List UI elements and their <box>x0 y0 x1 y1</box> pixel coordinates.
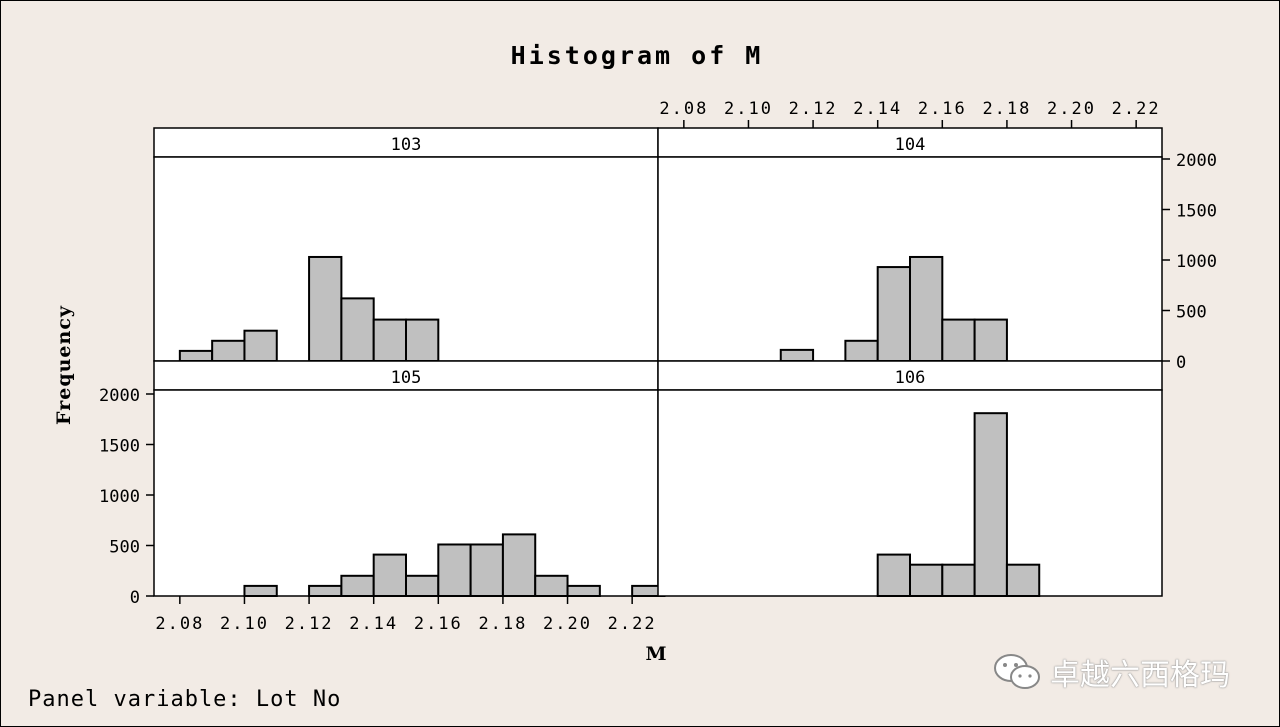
histogram-bar <box>941 563 976 598</box>
y-tick-label: 0 <box>130 588 140 608</box>
x-tick-label: 2.22 <box>1112 99 1161 119</box>
x-tick-label: 2.14 <box>853 99 902 119</box>
y-tick-label: 0 <box>1176 353 1186 373</box>
histogram-bar <box>243 329 278 363</box>
histogram-bar <box>779 348 815 363</box>
x-tick-label: 2.18 <box>478 614 527 634</box>
histogram-bar <box>876 553 912 598</box>
y-tick-label: 500 <box>109 538 140 558</box>
histogram-bar <box>340 297 375 363</box>
x-tick-label: 2.20 <box>543 614 592 634</box>
histogram-bar <box>405 574 440 597</box>
x-tick-label: 2.14 <box>349 614 398 634</box>
panel-label: 105 <box>391 368 422 388</box>
watermark-text: 卓越六西格玛 <box>1050 658 1230 693</box>
x-tick-label: 2.16 <box>918 99 967 119</box>
histogram-bar <box>501 533 537 598</box>
y-tick-label: 1500 <box>1176 202 1217 222</box>
x-tick-label: 2.08 <box>659 99 708 119</box>
histogram-bar <box>534 574 569 597</box>
y-axis-label: Frequency <box>53 305 75 425</box>
histogram-bar <box>566 584 601 598</box>
watermark: 卓越六西格玛 <box>992 650 1230 694</box>
x-tick-label: 2.20 <box>1047 99 1096 119</box>
histogram-bar <box>211 339 246 362</box>
chart-title: Histogram of M <box>511 41 764 70</box>
x-axis-label: M <box>645 643 666 665</box>
x-tick-label: 2.22 <box>608 614 657 634</box>
histogram-bar <box>876 266 912 363</box>
x-tick-label: 2.10 <box>724 99 773 119</box>
x-tick-label: 2.10 <box>220 614 269 634</box>
histogram-bar <box>308 584 343 598</box>
x-tick-label: 2.18 <box>982 99 1031 119</box>
x-tick-label: 2.08 <box>155 614 204 634</box>
histogram-bar <box>178 349 214 362</box>
histogram-bar <box>941 318 976 362</box>
histogram-bar <box>909 563 944 598</box>
panel-label: 104 <box>895 135 926 155</box>
wechat-icon <box>994 654 1040 689</box>
y-tick-label: 2000 <box>1176 151 1217 171</box>
y-tick-label: 2000 <box>99 386 140 406</box>
histogram-bar <box>844 339 879 362</box>
histogram-bar <box>909 255 944 362</box>
panel-strip <box>657 360 1163 391</box>
y-tick-label: 1000 <box>99 487 140 507</box>
histogram-bar <box>405 318 440 362</box>
histogram-bar <box>469 543 504 597</box>
panels-group: 103 104 105 106 0 500 1000 1500 2000 0 500 1000 1500… <box>99 99 1217 634</box>
histogram-bar <box>372 553 408 598</box>
y-tick-label: 1500 <box>99 437 140 457</box>
panel-label: 106 <box>895 368 926 388</box>
histogram-bar <box>973 412 1008 597</box>
panel-variable-note: Panel variable: Lot No <box>28 687 341 712</box>
histogram-bar <box>372 318 408 362</box>
panel-strip <box>657 127 1163 158</box>
x-tick-label: 2.16 <box>414 614 463 634</box>
y-tick-label: 1000 <box>1176 252 1217 272</box>
histogram-bar <box>437 543 472 597</box>
histogram-bar <box>1005 563 1041 598</box>
histogram-bar <box>243 584 278 598</box>
panel-label: 103 <box>391 135 422 155</box>
x-tick-label: 2.12 <box>285 614 334 634</box>
histogram-bar <box>973 318 1008 362</box>
y-tick-label: 500 <box>1176 303 1207 323</box>
x-tick-label: 2.12 <box>789 99 838 119</box>
histogram-bar <box>308 255 343 362</box>
histogram-bar <box>340 574 375 597</box>
